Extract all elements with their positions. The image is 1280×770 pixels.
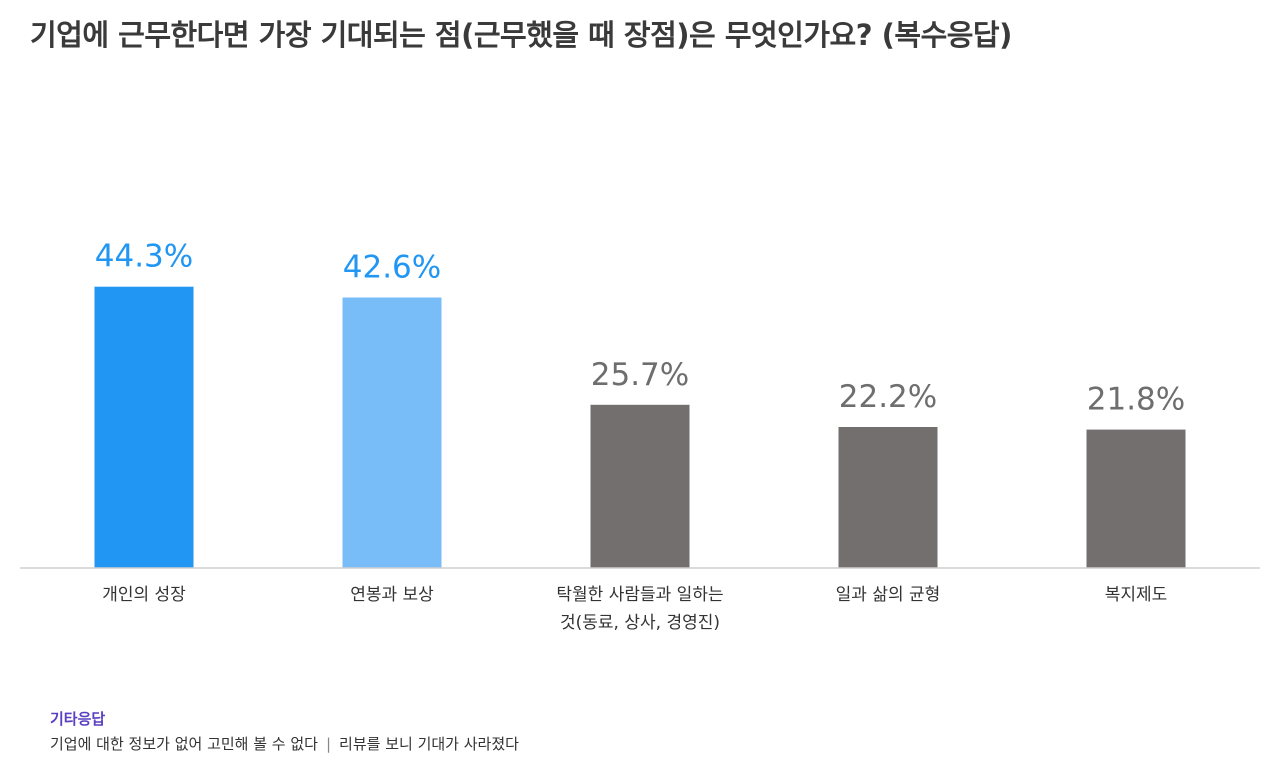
bar: [590, 404, 690, 568]
bar-value-label: 21.8%: [1087, 382, 1185, 418]
other-response-item: 리뷰를 보니 기대가 사라졌다: [339, 735, 519, 753]
bar: [838, 427, 938, 568]
other-response-item: 기업에 대한 정보가 없어 고민해 볼 수 없다: [50, 735, 318, 753]
category-label: 것(동료, 상사, 경영진): [560, 613, 720, 633]
bar: [94, 286, 194, 568]
other-responses-text: 기업에 대한 정보가 없어 고민해 볼 수 없다 | 리뷰를 보니 기대가 사라졌다: [50, 733, 519, 754]
bar-value-label: 42.6%: [343, 250, 441, 286]
separator: |: [325, 735, 332, 753]
bar-value-label: 22.2%: [839, 379, 937, 415]
other-responses: 기타응답 기업에 대한 정보가 없어 고민해 볼 수 없다 | 리뷰를 보니 기대가…: [50, 708, 519, 754]
category-label: 복지제도: [1105, 585, 1168, 605]
bar-chart: 44.3% 개인의 성장 42.6% 연봉과 보상 25.7% 탁월한 사람들과 일하는것…: [20, 239, 1260, 633]
bar: [342, 297, 442, 568]
chart-title: 기업에 근무한다면 가장 기대되는 점(근무했을 때 장점)은 무엇인가요? (…: [30, 18, 1012, 52]
bar: [1086, 429, 1186, 568]
category-label: 일과 삶의 균형: [836, 585, 941, 605]
bar-value-label: 44.3%: [95, 239, 193, 275]
category-label: 연봉과 보상: [350, 585, 434, 605]
bar-value-label: 25.7%: [591, 357, 689, 393]
other-responses-title: 기타응답: [50, 710, 106, 728]
category-label: 탁월한 사람들과 일하는: [556, 585, 723, 605]
category-label: 개인의 성장: [102, 585, 186, 605]
